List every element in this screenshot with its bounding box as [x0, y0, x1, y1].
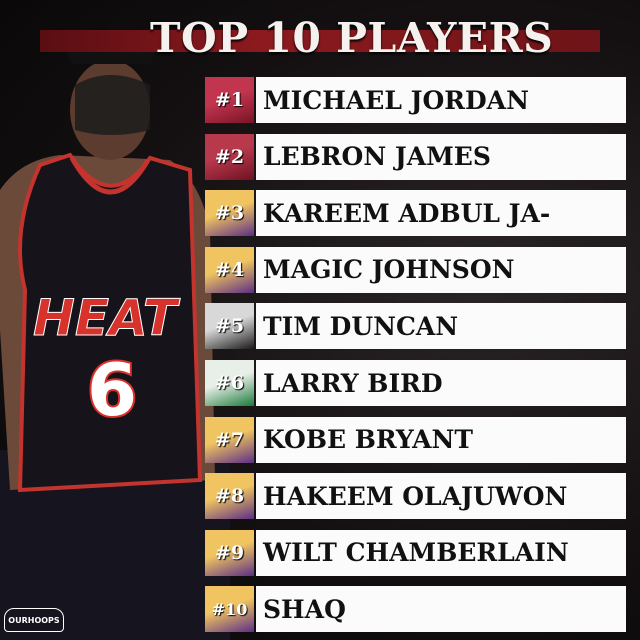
mask	[75, 75, 150, 135]
list-item: #3 KAREEM ADBUL JA-	[205, 190, 626, 237]
player-name: MICHAEL JORDAN	[256, 77, 626, 123]
rank-badge: #3	[205, 190, 254, 237]
rank-badge: #1	[205, 77, 254, 123]
rank-badge: #8	[205, 473, 254, 520]
jersey-team: HEAT	[33, 289, 181, 347]
player-name: LARRY BIRD	[256, 360, 626, 406]
list-item: #9 WILT CHAMBERLAIN	[205, 529, 626, 576]
player-photo: HEAT 6	[0, 42, 230, 640]
list-item: #8 HAKEEM OLAJUWON	[205, 473, 626, 520]
list-item: #10 SHAQ	[205, 586, 626, 633]
rank-badge: #7	[205, 416, 254, 463]
player-name: LEBRON JAMES	[256, 133, 626, 180]
list-item: #2 LEBRON JAMES	[205, 133, 626, 180]
player-name: KOBE BRYANT	[256, 416, 626, 463]
player-name: MAGIC JOHNSON	[256, 246, 626, 293]
list-item: #6 LARRY BIRD	[205, 360, 626, 406]
player-name: SHAQ	[256, 586, 626, 633]
list-item: #4 MAGIC JOHNSON	[205, 246, 626, 293]
rank-badge: #6	[205, 360, 254, 406]
list-item: #5 TIM DUNCAN	[205, 303, 626, 350]
list-item: #7 KOBE BRYANT	[205, 416, 626, 463]
rank-badge: #4	[205, 246, 254, 293]
player-name: TIM DUNCAN	[256, 303, 626, 350]
player-name: WILT CHAMBERLAIN	[256, 529, 626, 576]
jersey	[17, 152, 203, 493]
jersey-number: 6	[87, 348, 137, 432]
rank-badge: #10	[205, 586, 254, 633]
list-item: #1 MICHAEL JORDAN	[205, 77, 626, 123]
rank-badge: #5	[205, 303, 254, 350]
player-name: KAREEM ADBUL JA-	[256, 190, 626, 237]
title-bar	[40, 30, 600, 52]
rank-badge: #9	[205, 529, 254, 576]
player-name: HAKEEM OLAJUWON	[256, 473, 626, 520]
watermark-logo: OURHOOPS	[4, 608, 64, 632]
page-title: TOP 10 PLAYERS	[150, 14, 554, 62]
rank-badge: #2	[205, 133, 254, 180]
